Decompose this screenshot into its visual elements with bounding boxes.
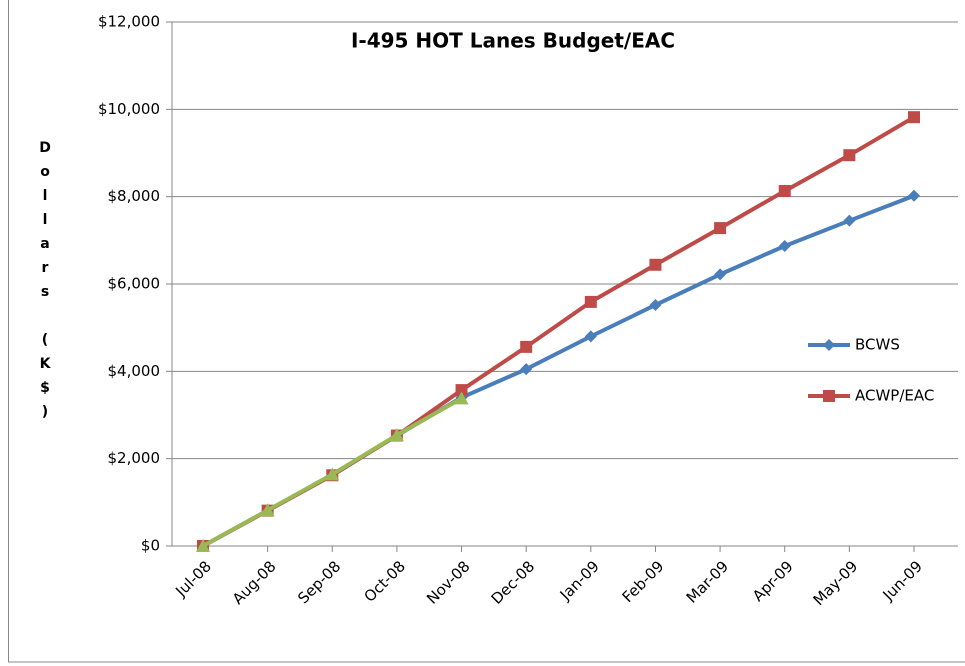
marker (196, 539, 210, 552)
legend-label: BCWS (855, 336, 900, 354)
marker (584, 295, 597, 308)
marker (454, 391, 469, 405)
x-tick-label: Oct-08 (361, 557, 409, 605)
chart-border (8, 0, 965, 663)
marker (778, 184, 791, 197)
marker (520, 340, 533, 353)
y-tick-label: $8,000 (108, 187, 161, 205)
x-tick-label: Nov-08 (423, 557, 473, 607)
x-tick-label: Jul-08 (171, 557, 215, 601)
marker (649, 298, 662, 311)
series-line (202, 115, 916, 548)
marker (714, 268, 727, 281)
marker (260, 503, 275, 517)
marker (823, 390, 835, 402)
y-tick-label: $4,000 (108, 362, 161, 380)
y-tick-label: $6,000 (108, 275, 161, 293)
marker (389, 428, 404, 442)
x-tick-label: Apr-09 (749, 557, 797, 605)
marker (649, 258, 662, 271)
y-tick-label: $10,000 (98, 100, 160, 118)
marker (908, 111, 920, 124)
marker (714, 222, 727, 235)
marker (908, 189, 920, 202)
marker (520, 363, 533, 376)
marker (584, 330, 597, 343)
marker (843, 149, 856, 162)
x-tick-label: Jan-09 (556, 557, 603, 604)
y-tick-label: $0 (141, 537, 160, 555)
x-tick-label: Aug-08 (229, 557, 280, 608)
marker (843, 214, 856, 227)
x-tick-label: Mar-09 (683, 557, 732, 606)
y-tick-label: $12,000 (98, 13, 160, 31)
marker (455, 384, 468, 397)
x-tick-label: Jun-09 (879, 557, 926, 604)
marker (325, 467, 340, 481)
x-tick-label: Feb-09 (619, 557, 668, 606)
marker (823, 339, 835, 351)
y-axis-label: Dollars (K$) (37, 140, 53, 428)
x-tick-label: May-09 (810, 557, 862, 609)
x-tick-label: Sep-08 (294, 557, 344, 607)
legend-label: ACWP/EAC (855, 387, 934, 405)
y-tick-label: $2,000 (108, 449, 161, 467)
x-tick-label: Dec-08 (488, 557, 539, 608)
marker (778, 240, 791, 253)
chart-title: I-495 HOT Lanes Budget/EAC (351, 29, 675, 53)
